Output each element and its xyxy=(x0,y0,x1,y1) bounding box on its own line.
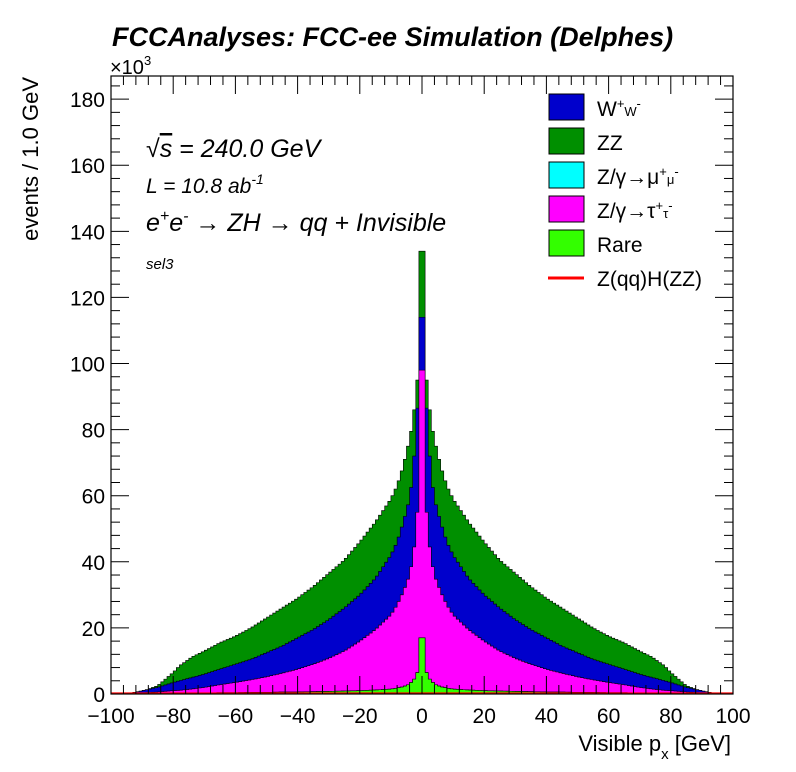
x-tick-label: 100 xyxy=(715,705,750,728)
x-tick-label: −100 xyxy=(87,705,134,728)
lumi-annotation: L = 10.8 ab-1 xyxy=(146,171,264,198)
y-tick-label: 60 xyxy=(82,486,105,509)
y-tick-label: 120 xyxy=(70,287,105,310)
y-tick-label: 160 xyxy=(70,155,105,178)
x-tick-label: 40 xyxy=(535,705,558,728)
y-tick-label: 100 xyxy=(70,354,105,377)
y-axis-label: events / 1.0 GeV xyxy=(18,77,43,241)
x-tick-label: −20 xyxy=(342,705,378,728)
legend-swatch xyxy=(548,127,585,155)
axis-ticks xyxy=(110,76,734,695)
process-annotation: e+e- → ZH → qq + Invisible xyxy=(146,208,446,237)
legend-label: ZZ xyxy=(597,132,623,155)
y-tick-label: 20 xyxy=(82,618,105,641)
legend-swatch xyxy=(548,195,585,223)
x-axis-label: Visible px [GeV] xyxy=(578,731,731,763)
y-tick-label: 0 xyxy=(93,684,105,707)
y-tick-label: 80 xyxy=(82,420,105,443)
selection-annotation: sel3 xyxy=(146,256,174,273)
x-tick-label: 20 xyxy=(473,705,496,728)
tick-labels: −100 −80 −60 −40 −20 0 20 40 60 80 100 0 20 40 60 80 100… xyxy=(70,89,751,728)
legend-label: Z/γ→τ+τ- xyxy=(597,198,673,223)
stack-layer xyxy=(111,250,733,695)
legend-label: W+W- xyxy=(597,96,641,121)
x-tick-label: −80 xyxy=(155,705,191,728)
legend-label: Z/γ→μ+μ- xyxy=(597,164,679,189)
y-tick-label: 180 xyxy=(70,89,105,112)
legend-swatch xyxy=(548,229,585,257)
chart-title: FCCAnalyses: FCC-ee Simulation (Delphes) xyxy=(112,22,673,52)
legend-swatch xyxy=(548,93,585,121)
y-multiplier: ×103 xyxy=(110,53,151,79)
svg-text:√s = 240.0 GeV: √s = 240.0 GeV xyxy=(146,135,323,163)
legend-label: Z(qq)H(ZZ) xyxy=(597,268,702,291)
x-tick-label: −60 xyxy=(218,705,254,728)
series-z- xyxy=(111,369,733,695)
y-tick-label: 40 xyxy=(82,552,105,575)
legend-swatch xyxy=(548,161,585,189)
legend: W+W- ZZ Z/γ→μ+μ- Z/γ→τ+τ- Rare Z(qq)H(ZZ) xyxy=(548,93,702,291)
x-tick-label: 80 xyxy=(659,705,682,728)
x-tick-label: −40 xyxy=(280,705,316,728)
y-tick-label: 140 xyxy=(70,221,105,244)
x-tick-label: 0 xyxy=(416,705,428,728)
legend-label: Rare xyxy=(597,234,643,257)
x-tick-label: 60 xyxy=(597,705,620,728)
sqrt-s-annotation: √s = 240.0 GeV xyxy=(146,135,323,163)
